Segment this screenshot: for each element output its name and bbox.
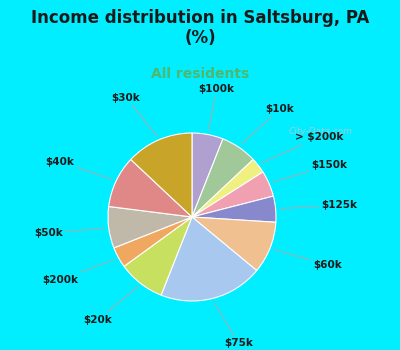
Wedge shape xyxy=(161,217,257,301)
Text: $100k: $100k xyxy=(198,84,234,130)
Text: $30k: $30k xyxy=(112,92,157,136)
Text: $200k: $200k xyxy=(42,259,115,285)
Text: $150k: $150k xyxy=(273,160,348,182)
Wedge shape xyxy=(192,172,273,217)
Text: All residents: All residents xyxy=(151,66,249,80)
Text: $60k: $60k xyxy=(274,250,342,270)
Text: Income distribution in Saltsburg, PA
(%): Income distribution in Saltsburg, PA (%) xyxy=(31,9,369,47)
Wedge shape xyxy=(109,160,192,217)
Wedge shape xyxy=(131,133,192,217)
Wedge shape xyxy=(192,217,276,271)
Text: $20k: $20k xyxy=(84,287,138,325)
Wedge shape xyxy=(192,160,263,217)
Text: > $200k: > $200k xyxy=(262,132,343,163)
Wedge shape xyxy=(108,206,192,248)
Text: City-Data.com: City-Data.com xyxy=(288,127,352,136)
Text: $75k: $75k xyxy=(214,302,253,348)
Text: $125k: $125k xyxy=(280,200,358,210)
Text: $40k: $40k xyxy=(45,156,112,180)
Wedge shape xyxy=(192,139,253,217)
Wedge shape xyxy=(124,217,192,295)
Wedge shape xyxy=(114,217,192,266)
Wedge shape xyxy=(192,196,276,222)
Text: $10k: $10k xyxy=(242,104,294,144)
Text: $50k: $50k xyxy=(34,228,104,238)
Wedge shape xyxy=(192,133,223,217)
